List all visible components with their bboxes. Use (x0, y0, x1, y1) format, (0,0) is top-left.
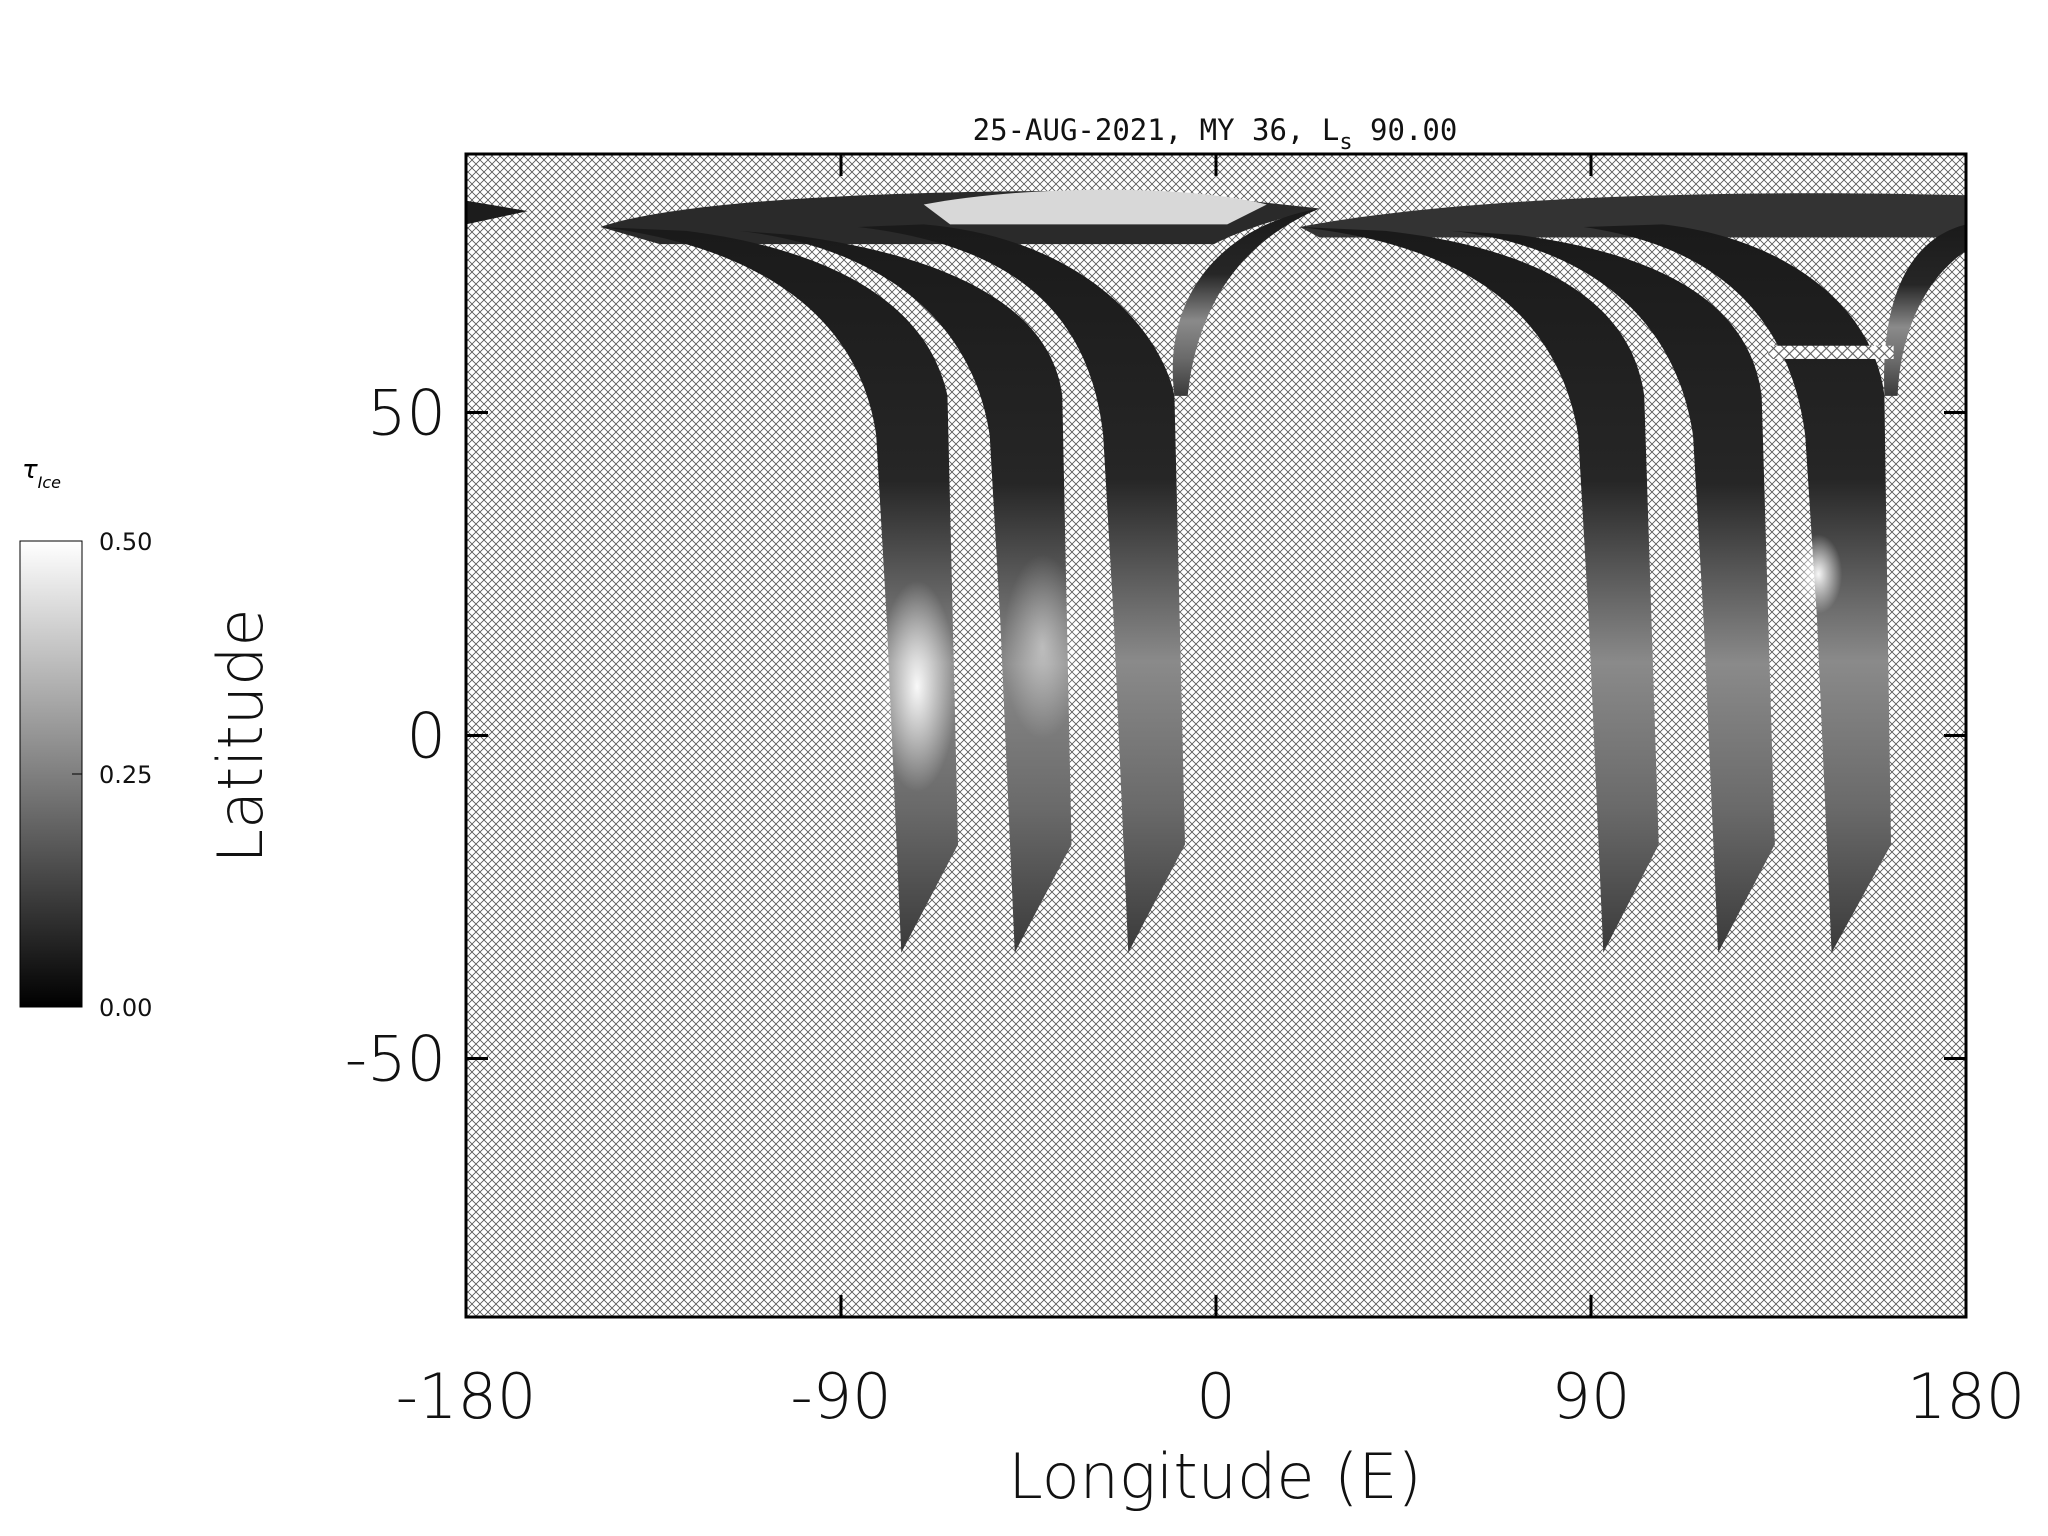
colorbar-subscript: Ice (38, 473, 62, 492)
x-tick-label: -180 (396, 1360, 537, 1433)
chart-title: 25-AUG-2021, MY 36, Ls 90.00 (973, 113, 1458, 155)
x-tick-label: 0 (1196, 1360, 1235, 1433)
x-axis-label: Longitude (E) (1008, 1440, 1421, 1513)
title-text: 25-AUG-2021, MY 36, L (973, 113, 1340, 147)
title-subscript: s (1339, 130, 1352, 155)
colorbar (19, 540, 83, 1008)
x-tick-label: 180 (1907, 1360, 2025, 1433)
colorbar-tick-label: 0.25 (99, 761, 152, 789)
y-tick-label: 50 (367, 376, 446, 449)
y-axis-label: Latitude (204, 608, 277, 863)
swaths (465, 189, 1967, 953)
x-tick-label: 90 (1552, 1360, 1631, 1433)
title-text: 90.00 (1353, 113, 1458, 147)
y-tick-label: 0 (407, 700, 446, 773)
y-tick-label: -50 (345, 1023, 446, 1096)
colorbar-tick-label: 0.50 (99, 528, 152, 556)
colorbar-tick-label: 0.00 (99, 994, 152, 1022)
colorbar-label: τIce (22, 455, 61, 492)
colorbar-symbol: τ (22, 455, 38, 485)
x-tick-label: -90 (790, 1360, 891, 1433)
